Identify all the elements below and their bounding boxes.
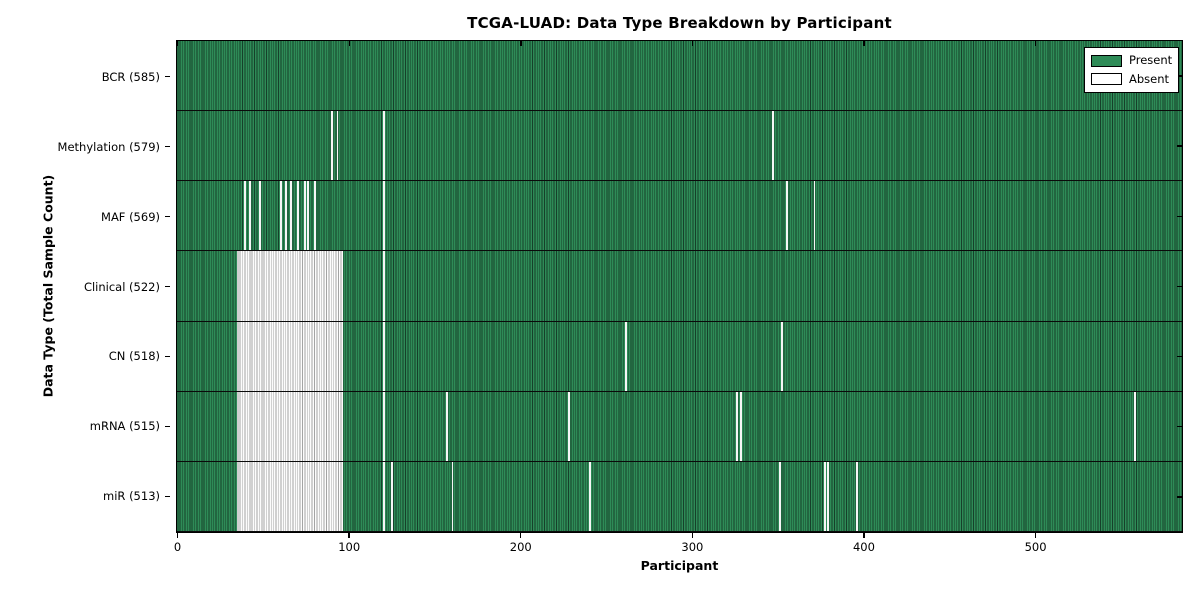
absent-stripe: [736, 391, 739, 461]
absent-swatch-icon: [1091, 73, 1122, 86]
absent-stripe: [297, 181, 299, 251]
y-tick-right: [1177, 145, 1182, 147]
x-tick-top: [1034, 41, 1037, 46]
row-label-mrna: mRNA (515): [89, 419, 160, 434]
heatmap-row-mir: [177, 461, 1182, 532]
x-tick-label: 400: [852, 540, 875, 554]
y-tick-right: [1177, 215, 1182, 217]
absent-block: [237, 461, 344, 531]
absent-stripe: [772, 111, 775, 181]
heatmap-row-bcr: [177, 41, 1182, 112]
y-tick-left: [165, 75, 170, 78]
heatmap-row-maf: [177, 181, 1182, 252]
y-tick-right: [1177, 496, 1182, 498]
absent-stripe: [568, 391, 570, 461]
x-tick: [348, 533, 350, 538]
y-tick-left: [165, 355, 170, 358]
heatmap-row-mrna: [177, 391, 1182, 462]
legend: Present Absent: [1084, 47, 1179, 93]
absent-stripe: [307, 181, 310, 251]
y-tick-right: [1177, 75, 1182, 77]
x-tick-label: 100: [338, 540, 361, 554]
x-axis-ticks: 0 100 200 300 400 500: [173, 533, 1183, 563]
absent-block: [237, 251, 344, 321]
absent-stripe: [382, 181, 385, 251]
heatmap-row-methylation: [177, 111, 1182, 182]
absent-stripe: [243, 181, 246, 251]
y-tick-right: [1177, 355, 1182, 358]
x-tick-label: 0: [173, 540, 182, 554]
legend-item-absent: Absent: [1085, 71, 1178, 86]
heatmap-row-cn: [177, 321, 1182, 392]
absent-stripe: [382, 111, 385, 181]
absent-stripe: [779, 461, 781, 531]
x-tick-top: [691, 41, 694, 46]
absent-block: [237, 321, 344, 391]
y-tick-left: [165, 495, 170, 498]
absent-stripe: [624, 321, 627, 391]
absent-stripe: [249, 181, 251, 251]
row-label-mir: miR (513): [103, 489, 160, 504]
absent-stripe: [739, 391, 742, 461]
y-tick-left: [165, 215, 170, 218]
absent-stripe: [588, 461, 591, 531]
present-swatch-icon: [1091, 54, 1122, 67]
absent-stripe: [290, 181, 292, 251]
row-label-methylation: Methylation (579): [57, 139, 160, 154]
x-tick: [176, 533, 179, 538]
absent-stripe: [303, 181, 306, 251]
x-tick: [520, 533, 522, 538]
row-label-maf: MAF (569): [101, 209, 160, 224]
absent-stripe: [856, 461, 859, 531]
y-tick-left: [165, 145, 170, 148]
absent-stripe: [331, 111, 334, 181]
x-tick: [691, 533, 694, 538]
absent-stripe: [780, 321, 783, 391]
absent-stripe: [285, 181, 287, 251]
absent-stripe: [813, 181, 816, 251]
x-tick: [1034, 533, 1037, 538]
absent-stripe: [827, 461, 830, 531]
row-label-clinical: Clinical (522): [83, 279, 160, 294]
legend-item-present: Present: [1085, 52, 1178, 67]
absent-stripe: [382, 461, 385, 531]
x-tick: [863, 533, 865, 538]
absent-stripe: [382, 251, 385, 321]
row-label-bcr: BCR (585): [101, 69, 160, 84]
absent-stripe: [382, 391, 385, 461]
absent-stripe: [336, 111, 339, 181]
x-tick-label: 500: [1024, 540, 1047, 554]
row-label-cn: CN (518): [108, 349, 160, 364]
y-tick-right: [1177, 425, 1182, 428]
x-tick-top: [863, 41, 865, 46]
heatmap-row-clinical: [177, 251, 1182, 322]
y-tick-left: [165, 425, 170, 428]
absent-stripe: [279, 181, 282, 251]
y-tick-left: [165, 285, 170, 288]
absent-stripe: [314, 181, 316, 251]
absent-block: [237, 391, 344, 461]
absent-stripe: [451, 461, 454, 531]
legend-label-absent: Absent: [1129, 71, 1170, 86]
absent-stripe: [391, 461, 394, 531]
x-axis-title: Participant: [640, 558, 719, 573]
y-axis-title: Data Type (Total Sample Count): [40, 174, 56, 398]
x-tick-top: [177, 41, 179, 46]
chart-title: TCGA-LUAD: Data Type Breakdown by Partic…: [467, 14, 892, 32]
legend-label-present: Present: [1129, 52, 1173, 67]
x-tick-top: [520, 41, 522, 46]
absent-stripe: [823, 461, 826, 531]
y-axis-row-labels: BCR (585) Methylation (579) MAF (569) Clini…: [0, 40, 170, 533]
absent-stripe: [1134, 391, 1137, 461]
y-tick-right: [1177, 285, 1182, 288]
absent-stripe: [786, 181, 788, 251]
plot-area: [176, 40, 1183, 533]
x-tick-top: [348, 41, 350, 46]
x-tick-label: 300: [681, 540, 704, 554]
absent-stripe: [382, 321, 385, 391]
x-tick-label: 200: [509, 540, 532, 554]
absent-stripe: [259, 181, 262, 251]
absent-stripe: [446, 391, 449, 461]
